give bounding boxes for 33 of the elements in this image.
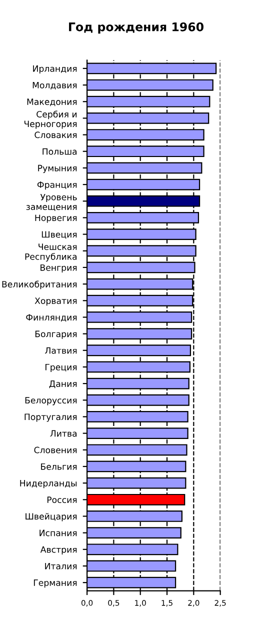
y-tick-label: Латвия [45, 347, 77, 354]
y-tick-label: Болгария [35, 330, 77, 339]
y-tick-label: Россия [47, 496, 77, 504]
y-tick-label: Чешская Республика [25, 244, 77, 262]
y-tick-label: Финляндия [26, 314, 77, 322]
y-tick-label: Греция [46, 364, 77, 372]
chart-title: Год рождения 1960 [69, 22, 204, 34]
y-tick-label: Словения [34, 446, 77, 454]
y-tick-label: Ирландия [33, 65, 77, 74]
y-tick-label: Уровень замещения [26, 194, 77, 212]
y-tick-label: Норвегия [35, 214, 77, 223]
y-tick-label: Великобритания [2, 280, 77, 290]
y-tick-label: Румыния [38, 164, 77, 174]
y-tick-label: Швейцария [26, 512, 77, 522]
y-tick-label: Дания [49, 380, 77, 388]
y-tick-label: Македония [27, 98, 77, 106]
y-tick-label: Германия [34, 580, 77, 588]
y-tick-label: Литва [50, 430, 77, 437]
y-tick-label: Хорватия [34, 298, 77, 306]
y-tick-label: Италия [45, 562, 77, 570]
y-tick-label: Белоруссия [25, 397, 77, 406]
y-tick-label: Молдавия [32, 82, 77, 90]
y-tick-label: Португалия [24, 414, 77, 422]
y-tick-label: Бельгия [41, 463, 77, 470]
y-tick-label: Венгрия [40, 264, 77, 273]
y-tick-label: Франция [37, 182, 77, 190]
y-tick-label: Швеция [42, 231, 77, 239]
y-tick-label: Словакия [34, 132, 77, 138]
y-tick-label: Нидерланды [20, 480, 77, 488]
y-tick-label: Сербия и Черногория [24, 110, 77, 129]
y-tick-label: Польша [42, 148, 77, 155]
y-tick-label: Австрия [40, 546, 77, 554]
y-tick-label: Испания [40, 530, 77, 536]
